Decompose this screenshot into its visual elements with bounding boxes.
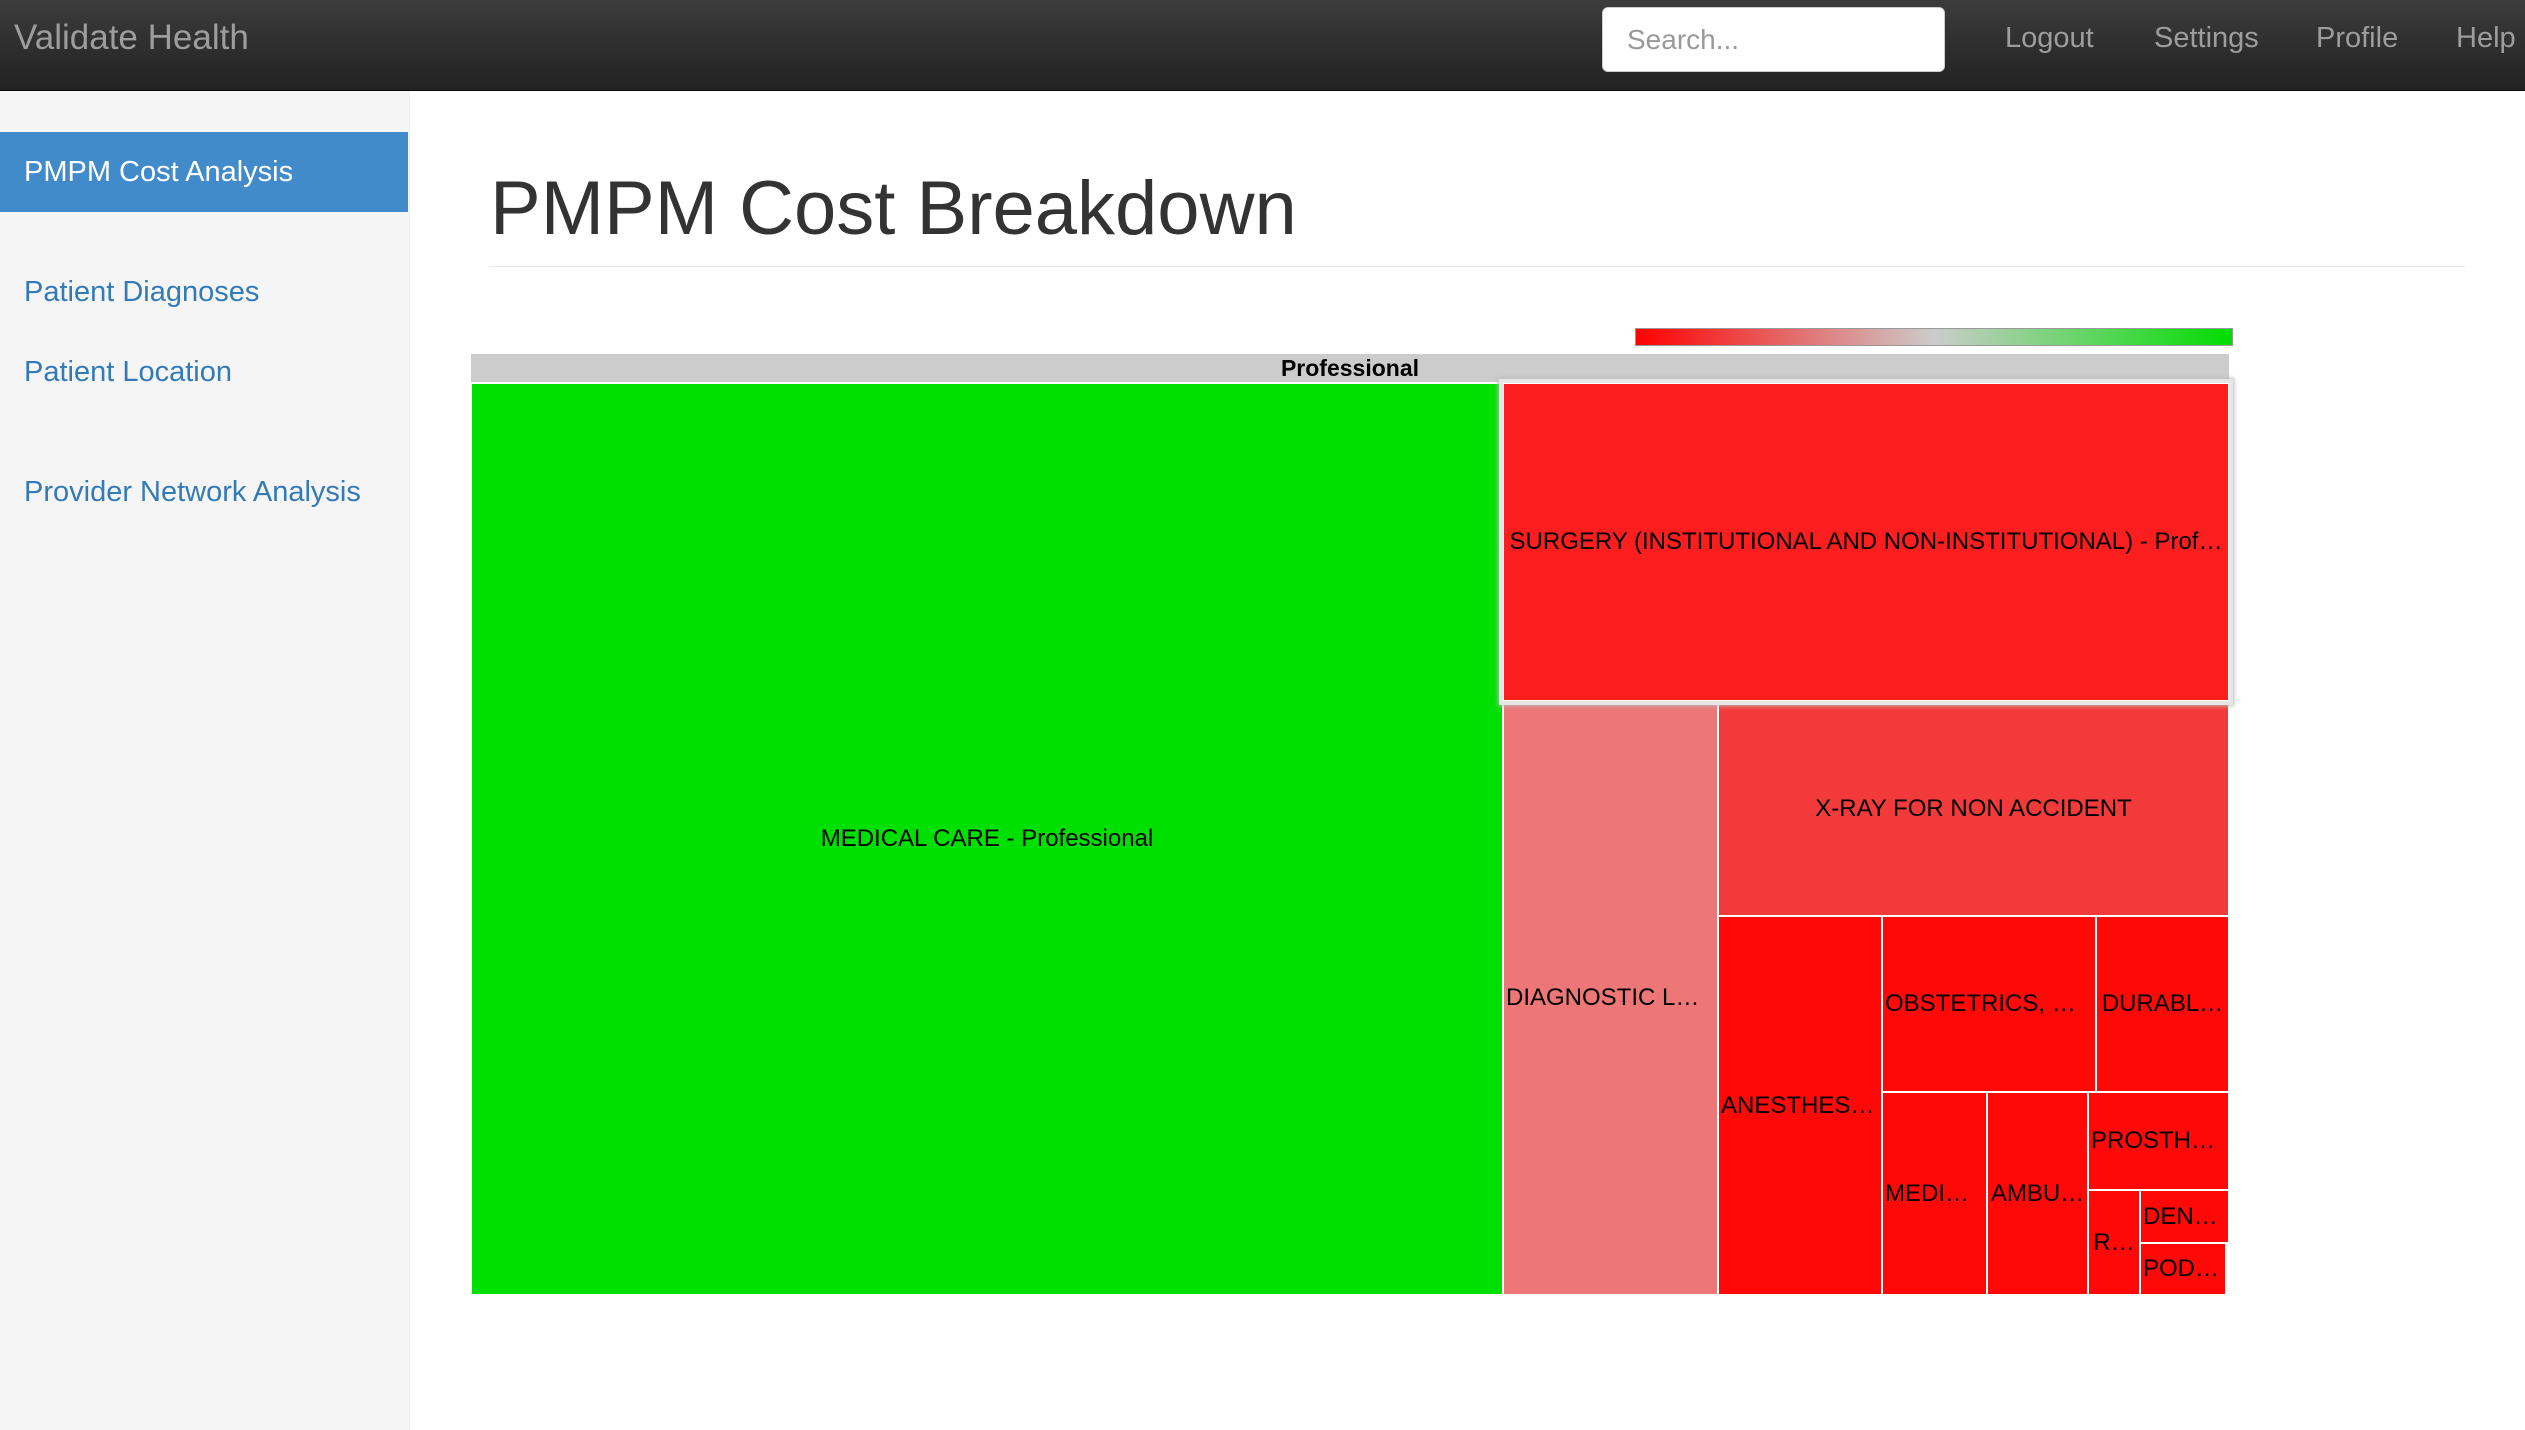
treemap-cell[interactable]: X-RAY FOR NON ACCIDENT [1718,701,2229,916]
treemap-cell[interactable]: DIAGNOSTIC LA… [1503,701,1718,1295]
title-divider [490,266,2465,267]
search-input[interactable] [1602,7,1945,72]
treemap-cell-label: PROSTHE… [2091,1127,2228,1154]
treemap-cell[interactable]: MEDICAL CARE - Professional [471,383,1503,1295]
treemap-cell-label: MEDIC… [1885,1179,1986,1207]
treemap-cell-label: SURGERY (INSTITUTIONAL AND NON-INSTITUTI… [1509,528,2223,555]
treemap-cell-label: DIAGNOSTIC LA… [1506,984,1716,1011]
treemap-cell[interactable]: AMBU… [1987,1092,2088,1295]
treemap-cell[interactable]: MEDIC… [1882,1092,1987,1295]
sidebar-item-provider-network-analysis[interactable]: Provider Network Analysis [24,476,361,508]
treemap-cell[interactable]: OBSTETRICS, N… [1882,916,2096,1092]
treemap-cell-label: DURABL… [2101,990,2224,1017]
treemap-cell[interactable]: PODI… [2140,1243,2226,1295]
logout-link[interactable]: Logout [2005,22,2094,54]
sidebar: PMPM Cost Analysis Patient Diagnoses Pat… [0,91,410,1430]
treemap-cell[interactable]: PROSTHE… [2088,1092,2229,1190]
treemap-cell-label: X-RAY FOR NON ACCIDENT [1815,794,2132,822]
top-navbar: Validate Health Logout Settings Profile … [0,0,2525,91]
treemap-cell-label: DENT… [2143,1202,2228,1230]
sidebar-item-pmpm-cost-analysis[interactable]: PMPM Cost Analysis [0,132,408,212]
settings-link[interactable]: Settings [2154,22,2259,54]
help-link[interactable]: Help [2456,22,2516,54]
treemap-cell[interactable]: R… [2088,1190,2140,1295]
treemap-cell[interactable]: DENT… [2140,1190,2229,1243]
treemap-cell-label: PODI… [2143,1255,2225,1282]
app-brand[interactable]: Validate Health [14,18,249,57]
page-title: PMPM Cost Breakdown [490,166,1297,251]
treemap-cell-label: R… [2093,1228,2135,1256]
treemap-cell-label: MEDICAL CARE - Professional [820,825,1154,852]
treemap-cell-label: OBSTETRICS, N… [1885,990,2094,1017]
treemap-cell[interactable]: DURABL… [2096,916,2229,1092]
sidebar-item-patient-diagnoses[interactable]: Patient Diagnoses [24,276,260,308]
treemap-cell[interactable]: SURGERY (INSTITUTIONAL AND NON-INSTITUTI… [1503,383,2229,701]
treemap-cell[interactable]: ANESTHESI… [1718,916,1882,1295]
treemap-cell-label: ANESTHESI… [1721,1091,1881,1119]
treemap-cell-label: AMBU… [1990,1179,2085,1207]
color-scale-legend [1635,328,2233,346]
profile-link[interactable]: Profile [2316,22,2399,54]
sidebar-item-patient-location[interactable]: Patient Location [24,356,232,388]
treemap-parent-header[interactable]: Professional [471,354,2229,382]
